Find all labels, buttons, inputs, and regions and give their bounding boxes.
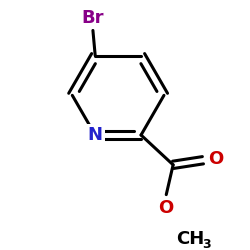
Text: N: N [88, 126, 103, 144]
Text: O: O [208, 150, 223, 168]
Text: O: O [158, 199, 174, 217]
Text: CH: CH [176, 230, 204, 248]
Text: Br: Br [82, 9, 104, 27]
Text: 3: 3 [202, 238, 211, 250]
